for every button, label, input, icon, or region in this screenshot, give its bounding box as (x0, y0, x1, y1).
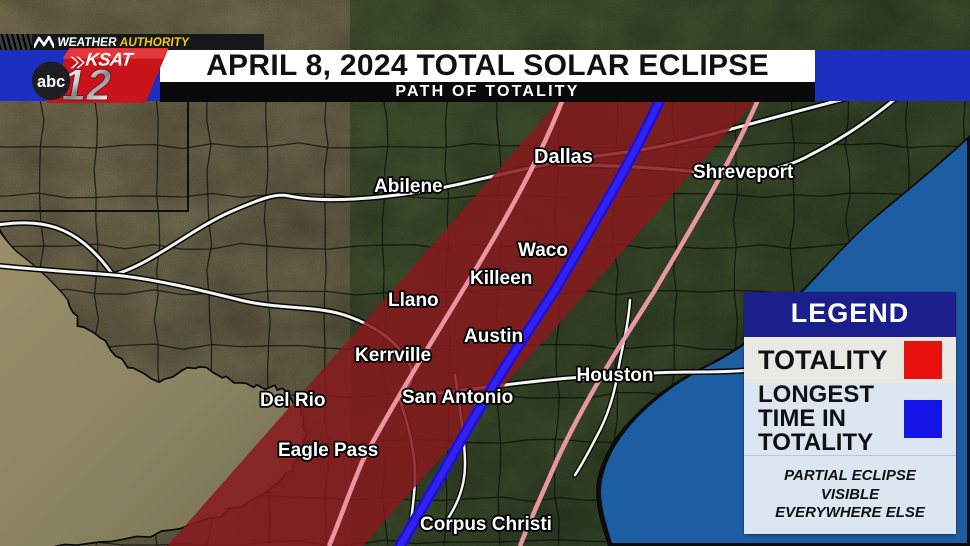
svg-text:Houston: Houston (576, 365, 653, 386)
svg-text:Kerrville: Kerrville (355, 345, 431, 366)
svg-text:Eagle Pass: Eagle Pass (278, 440, 378, 461)
svg-text:Corpus Christi: Corpus Christi (420, 514, 552, 535)
svg-text:abc: abc (37, 73, 65, 91)
svg-text:Dallas: Dallas (534, 146, 593, 168)
svg-text:Llano: Llano (388, 290, 439, 311)
svg-text:Del Rio: Del Rio (260, 390, 325, 411)
svg-text:Waco: Waco (518, 240, 568, 261)
svg-text:Austin: Austin (464, 326, 523, 347)
svg-text:Killeen: Killeen (470, 268, 532, 289)
svg-text:Shreveport: Shreveport (693, 162, 794, 183)
svg-text:San Antonio: San Antonio (402, 387, 513, 408)
svg-text:Abilene: Abilene (374, 176, 443, 197)
